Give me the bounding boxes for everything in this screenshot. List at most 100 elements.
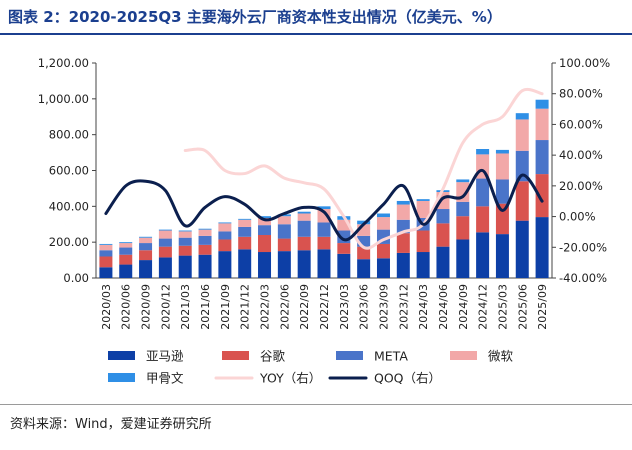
bar-segment: [218, 222, 232, 224]
x-tick-label: 2021/12: [239, 284, 252, 330]
bar-segment: [238, 226, 252, 237]
bar-segment: [416, 230, 430, 253]
bar-segment: [535, 174, 549, 218]
bar-segment: [495, 149, 509, 154]
y-tick-label-left: 1,200.00: [38, 56, 89, 70]
bar-segment: [178, 245, 192, 256]
bar-segment: [535, 108, 549, 141]
bar-segment: [99, 243, 113, 245]
bar-segment: [198, 244, 212, 255]
bar-segment: [178, 237, 192, 246]
x-tick-label: 2021/03: [179, 284, 192, 330]
bar-segment: [178, 231, 192, 238]
bar-segment: [218, 223, 232, 232]
bar-segment: [357, 246, 371, 260]
x-tick-label: 2021/09: [219, 284, 232, 330]
bar-segment: [297, 236, 311, 251]
bar-segment: [277, 214, 291, 217]
bar-segment: [515, 119, 529, 151]
y-tick-label-right: -40.00%: [559, 271, 607, 285]
bar-segment: [317, 236, 331, 250]
y-tick-label-right: 60.00%: [559, 117, 603, 131]
bar-segment: [416, 252, 430, 278]
bar-segment: [198, 235, 212, 245]
legend-swatch: [108, 351, 135, 360]
bar-segment: [515, 150, 529, 182]
bar-segment: [178, 255, 192, 278]
bar-segment: [337, 253, 351, 278]
bar-segment: [376, 217, 390, 230]
legend-label: META: [374, 349, 408, 364]
x-tick-label: 2025/06: [516, 284, 529, 330]
x-tick-label: 2020/06: [120, 284, 133, 330]
bar-segment: [198, 229, 212, 236]
x-tick-label: 2024/09: [457, 284, 470, 330]
bar-segment: [495, 153, 509, 180]
x-tick-label: 2025/09: [536, 284, 549, 330]
bar-segment: [476, 178, 490, 207]
bar-segment: [198, 228, 212, 230]
y-tick-label-left: 400.00: [49, 199, 89, 213]
bar-segment: [376, 243, 390, 259]
bar-segment: [218, 231, 232, 240]
bar-segment: [258, 217, 272, 226]
bar-segment: [535, 140, 549, 175]
bar-segment: [277, 251, 291, 278]
bar-segment: [396, 204, 410, 220]
bar-segment: [277, 224, 291, 239]
x-tick-label: 2021/06: [199, 284, 212, 330]
bar-segment: [218, 251, 232, 278]
x-tick-label: 2023/03: [338, 284, 351, 330]
x-tick-label: 2023/06: [358, 284, 371, 330]
x-tick-label: 2022/12: [318, 284, 331, 330]
x-tick-label: 2025/03: [496, 284, 509, 330]
y-tick-label-left: 800.00: [49, 128, 89, 142]
bar-segment: [495, 234, 509, 278]
y-tick-label-right: 0.00%: [559, 210, 596, 224]
bar-segment: [258, 216, 272, 218]
bar-segment: [396, 200, 410, 205]
bar-segment: [99, 267, 113, 278]
bar-segment: [99, 250, 113, 257]
y-tick-label-left: 200.00: [49, 235, 89, 249]
bar-segment: [139, 250, 153, 261]
x-tick-label: 2024/06: [437, 284, 450, 330]
bar-segment: [436, 223, 450, 247]
y-tick-label-right: -20.00%: [559, 240, 607, 254]
bar-segment: [277, 216, 291, 225]
x-tick-label: 2023/12: [397, 284, 410, 330]
legend-swatch: [108, 373, 135, 382]
legend-label: QOQ（右）: [374, 371, 441, 386]
bar-segment: [119, 243, 133, 248]
bar-segment: [456, 201, 470, 217]
y-tick-label-right: 80.00%: [559, 87, 603, 101]
bar-segment: [238, 219, 252, 227]
legend-swatch: [222, 351, 249, 360]
bar-segment: [158, 257, 172, 278]
bar-segment: [515, 113, 529, 120]
bar-segment: [258, 235, 272, 253]
bar-segment: [376, 213, 390, 218]
legend-label: 甲骨文: [146, 371, 184, 386]
bar-segment: [158, 230, 172, 239]
bar-segment: [376, 258, 390, 278]
legend-label: 微软: [488, 349, 514, 364]
bar-segment: [495, 179, 509, 204]
y-tick-label-right: 40.00%: [559, 148, 603, 162]
bar-segment: [436, 209, 450, 224]
bar-segment: [416, 199, 430, 201]
bar-segment: [99, 256, 113, 268]
bar-segment: [476, 206, 490, 233]
legend-label: 亚马逊: [146, 349, 184, 364]
x-tick-label: 2022/09: [298, 284, 311, 330]
x-tick-label: 2020/09: [140, 284, 153, 330]
x-tick-label: 2024/03: [417, 284, 430, 330]
bar-segment: [476, 232, 490, 278]
bar-segment: [535, 217, 549, 278]
bar-segment: [357, 259, 371, 278]
source-note: 资料来源：Wind，爱建证券研究所: [10, 417, 212, 432]
bar-segment: [218, 239, 232, 252]
bar-segment: [119, 242, 133, 244]
x-tick-label: 2023/09: [377, 284, 390, 330]
bar-segment: [317, 206, 331, 210]
